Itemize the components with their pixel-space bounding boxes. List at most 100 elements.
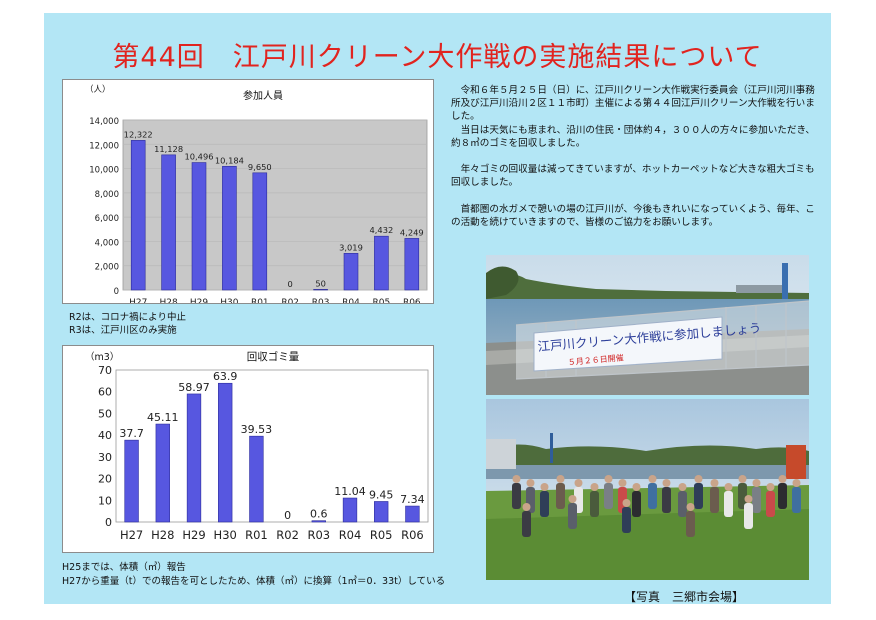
person-head — [568, 495, 577, 503]
bar — [249, 435, 264, 523]
bar — [374, 235, 389, 291]
y-tick-label: 4,000 — [95, 238, 119, 248]
data-label: 9,650 — [248, 162, 272, 172]
y-tick-label: 50 — [98, 407, 112, 420]
person-head — [678, 483, 687, 491]
person-figure — [522, 511, 531, 537]
data-label: 0 — [284, 509, 291, 522]
person-head — [738, 475, 747, 483]
data-label: 4,432 — [370, 225, 394, 235]
data-label: 4,249 — [400, 227, 424, 237]
report-paragraph: 令和６年５月２５日（日）に、江戸川クリーン大作戦実行委員会（江戸川河川事務所及び… — [451, 85, 815, 123]
y-unit-label: （人） — [85, 84, 111, 95]
bar — [405, 505, 420, 523]
chart-title: 参加人員 — [243, 89, 283, 102]
person-figure — [724, 491, 733, 517]
person-head — [522, 503, 531, 511]
y-tick-label: 10,000 — [89, 166, 119, 176]
data-label: 50 — [315, 278, 326, 288]
participants-chart: 0 2,000 4,000 6,000 8,000 10,000 12,000 14,000 1… — [62, 79, 434, 304]
x-tick-label: R03 — [307, 528, 330, 542]
person-head — [766, 483, 775, 491]
banner-date-text: ５月２６日開催 — [567, 352, 624, 367]
person-head — [632, 483, 641, 491]
data-label: 58.97 — [178, 381, 210, 394]
y-tick-label: 0 — [105, 516, 112, 529]
data-label: 63.9 — [213, 370, 238, 383]
x-tick-label: R03 — [312, 298, 330, 303]
person-head — [744, 495, 753, 503]
report-paragraph: 年々ゴミの回収量は減ってきていますが、ホットカーペットなど大きな粗大ゴミも回収し… — [451, 164, 815, 189]
bar — [252, 172, 268, 291]
data-label: 10,496 — [184, 152, 213, 162]
bar — [161, 154, 176, 291]
report-paragraph: 当日は天気にも恵まれ、沿川の住民・団体約４，３００人の方々に参加いただき、約８㎥… — [451, 124, 815, 149]
x-tick-label: H29 — [190, 298, 208, 303]
x-tick-label: R04 — [339, 528, 362, 542]
person-figure — [632, 491, 641, 517]
person-figure — [568, 503, 577, 529]
data-label: 7.34 — [400, 493, 425, 506]
x-tick-label: R06 — [401, 528, 424, 542]
data-label: 11,128 — [154, 144, 183, 154]
person-figure — [540, 491, 549, 517]
person-head — [778, 475, 787, 483]
x-tick-label: R05 — [370, 528, 393, 542]
person-head — [622, 499, 631, 507]
person-figure — [766, 491, 775, 517]
waste-note-h25: H25までは、体積（㎥）報告 — [62, 562, 186, 573]
y-tick-label: 10 — [98, 494, 112, 507]
x-tick-label: H28 — [151, 528, 174, 542]
person-figure — [738, 483, 747, 509]
person-head — [694, 475, 703, 483]
data-label: 12,322 — [124, 129, 153, 139]
person-figure — [556, 483, 565, 509]
person-head — [574, 479, 583, 487]
person-head — [618, 479, 627, 487]
x-tick-label: R05 — [373, 298, 391, 303]
waste-note-conversion: H27から重量（t）での報告を可としたため、体積（㎥）に換算（1㎥＝0．33t）… — [62, 576, 446, 587]
photo-crowd — [486, 399, 809, 580]
bar — [342, 497, 358, 523]
bar — [186, 393, 202, 523]
bar — [124, 439, 139, 523]
bar — [404, 238, 420, 291]
x-tick-label: R02 — [276, 528, 299, 542]
person-figure — [710, 487, 719, 513]
chart-title: 回収ゴミ量 — [247, 350, 300, 363]
waste-volume-chart: 0 10 20 30 40 50 60 70 37.7 H27 45.11 H28 58.97 H29 63… — [62, 345, 434, 553]
bar — [374, 501, 389, 523]
person-head — [648, 475, 657, 483]
person-head — [686, 503, 695, 511]
page-title: 第44回 江戸川クリーン大作戦の実施結果について — [112, 42, 763, 73]
person-figure — [744, 503, 753, 529]
person-figure — [778, 483, 787, 509]
x-tick-label: H30 — [214, 528, 237, 542]
data-label: 9.45 — [369, 488, 394, 501]
x-tick-label: R06 — [403, 298, 421, 303]
bar — [130, 140, 146, 291]
bar — [218, 382, 233, 523]
person-head — [792, 479, 801, 487]
data-label: 37.7 — [119, 427, 144, 440]
x-tick-label: H28 — [159, 298, 177, 303]
person-figure — [678, 491, 687, 517]
person-head — [662, 479, 671, 487]
person-head — [604, 475, 613, 483]
y-tick-label: 20 — [98, 473, 112, 486]
y-tick-label: 2,000 — [95, 263, 119, 273]
photo-river-banner: 江戸川クリーン大作戦に参加しましょう ５月２６日開催 — [486, 255, 809, 395]
bar — [311, 520, 326, 523]
x-tick-label: H30 — [220, 298, 238, 303]
x-tick-label: H29 — [182, 528, 205, 542]
person-figure — [792, 487, 801, 513]
x-tick-label: R01 — [251, 298, 269, 303]
participants-note-r2: R2は、コロナ禍により中止 — [69, 312, 186, 323]
x-tick-label: R04 — [342, 298, 360, 303]
y-tick-label: 6,000 — [95, 214, 119, 224]
bar — [191, 162, 207, 291]
person-figure — [752, 487, 761, 513]
person-head — [752, 479, 761, 487]
person-head — [556, 475, 565, 483]
y-tick-label: 40 — [98, 429, 112, 442]
